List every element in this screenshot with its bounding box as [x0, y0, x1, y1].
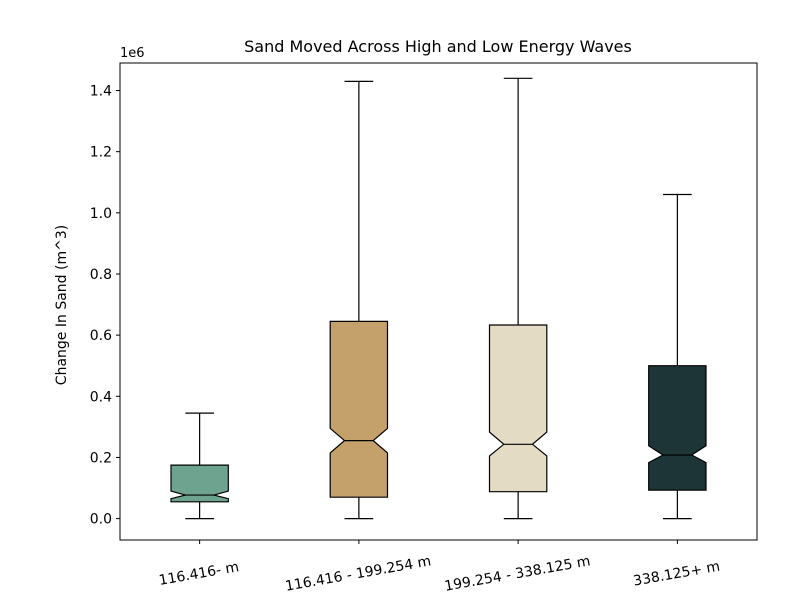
x-tick-label: 199.254 - 338.125 m: [443, 553, 591, 594]
box-group: [648, 193, 707, 520]
y-axis: 0.0 0.2 0.4 0.6 0.8 1.0 1.2 1.4: [90, 84, 120, 528]
y-tick-label: 1.2: [90, 145, 112, 161]
y-tick-label: 0.2: [90, 450, 112, 466]
box-group: [488, 77, 548, 520]
x-tick-label: 116.416 - 199.254 m: [284, 553, 432, 594]
y-axis-label: Change In Sand (m^3): [54, 225, 70, 385]
x-axis: 116.416- m 116.416 - 199.254 m 199.254 - 3…: [158, 540, 721, 595]
box-body: [170, 464, 229, 503]
y-tick-label: 0.8: [90, 267, 112, 283]
box-group: [170, 412, 229, 520]
x-tick-label: 116.416- m: [158, 559, 241, 589]
y-tick-label: 1.4: [90, 84, 112, 100]
y-tick-label: 0.6: [90, 328, 112, 344]
box-body: [648, 365, 707, 491]
y-tick-label: 0.0: [90, 512, 112, 528]
x-tick-label: 338.125+ m: [632, 559, 721, 590]
y-tick-label: 1.0: [90, 206, 112, 222]
box-group: [329, 80, 389, 520]
box-body: [329, 320, 389, 498]
chart-title: Sand Moved Across High and Low Energy Wa…: [244, 37, 632, 56]
box-body: [488, 324, 548, 493]
plot-area: [170, 77, 707, 520]
plot-frame: [119, 62, 758, 541]
y-axis-offset-label: 1e6: [120, 46, 145, 61]
y-tick-label: 0.4: [90, 389, 112, 405]
